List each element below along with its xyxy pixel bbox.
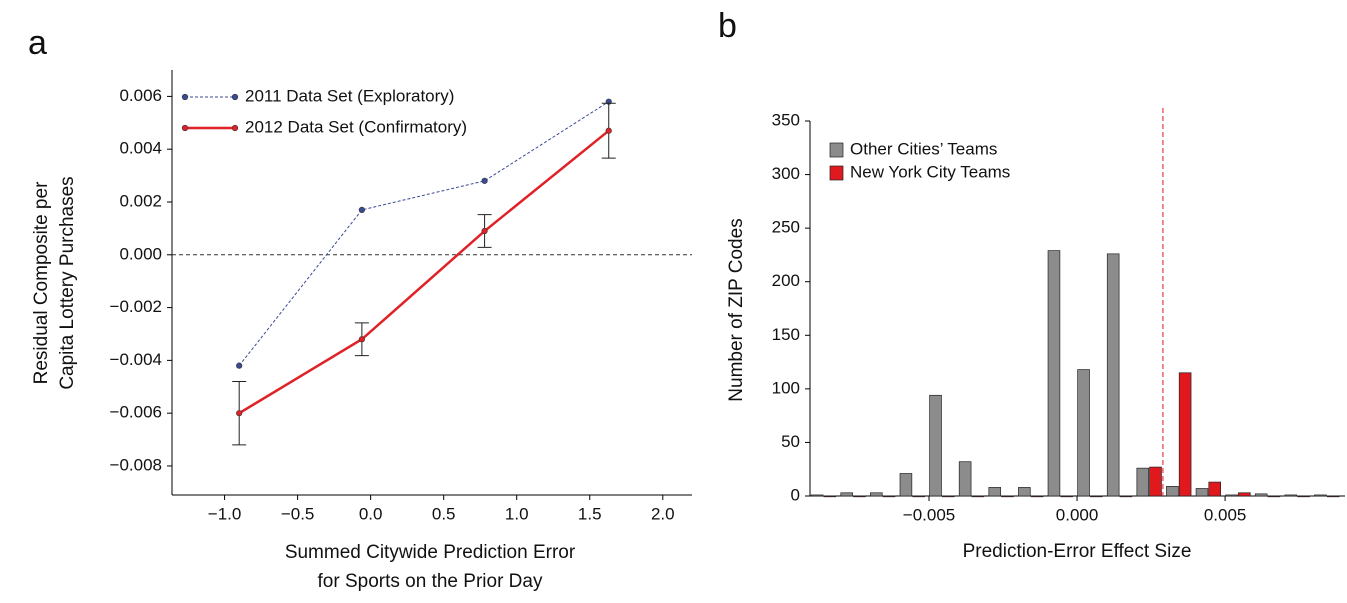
x-tick-label: 1.0: [505, 504, 529, 523]
bar: [1326, 495, 1340, 498]
bar: [882, 495, 896, 498]
y-axis-label: Capita Lottery Purchases: [57, 176, 78, 389]
y-tick-label: 200: [772, 271, 800, 290]
bar: [1060, 495, 1073, 498]
legend-marker: [181, 124, 189, 132]
y-tick-label: −0.004: [110, 350, 162, 369]
legend-swatch: [829, 142, 844, 158]
bar: [1284, 494, 1298, 497]
bar: [1208, 481, 1222, 497]
bar: [929, 394, 942, 497]
legend-label: New York City Teams: [850, 162, 1010, 181]
legend-swatch: [829, 165, 844, 181]
bar: [1077, 369, 1090, 497]
bar: [1297, 495, 1310, 498]
x-tick-label: 0.0: [359, 504, 383, 523]
y-tick-label: 0.004: [119, 139, 162, 158]
y-tick-label: 50: [781, 432, 800, 451]
y-tick-label: 350: [772, 110, 800, 129]
y-tick-label: 0.000: [119, 244, 162, 263]
bar: [971, 495, 985, 498]
y-tick-label: 0.002: [119, 191, 162, 210]
y-tick-label: 0: [791, 485, 800, 504]
bar: [823, 495, 837, 498]
point: [481, 177, 488, 184]
bar: [912, 495, 925, 498]
y-tick-label: 0.006: [119, 86, 162, 105]
bar: [1238, 492, 1251, 497]
legend-label: 2012 Data Set (Confirmatory): [245, 117, 467, 136]
x-tick-label: −1.0: [208, 504, 242, 523]
x-tick-label: 0.000: [1056, 505, 1099, 524]
legend-marker: [231, 93, 239, 101]
point: [236, 362, 243, 369]
x-tick-label: 0.5: [432, 504, 456, 523]
bar: [840, 492, 853, 497]
y-tick-label: 100: [772, 378, 800, 397]
bar: [1314, 494, 1327, 497]
bar: [810, 494, 824, 497]
bar: [870, 492, 883, 497]
bar: [988, 487, 1002, 497]
x-tick-label: 0.005: [1204, 505, 1247, 524]
y-tick-label: 250: [772, 218, 800, 237]
x-tick-label: 2.0: [651, 504, 675, 523]
y-axis-label: Residual Composite per: [31, 181, 52, 384]
y-tick-label: 150: [772, 325, 800, 344]
bar: [1001, 495, 1014, 498]
x-tick-label: −0.005: [903, 505, 955, 524]
bar: [853, 495, 866, 498]
x-axis-label: Prediction-Error Effect Size: [963, 541, 1192, 562]
bar: [1047, 250, 1061, 497]
bar: [1267, 495, 1281, 498]
bar: [1225, 494, 1238, 497]
bar: [1030, 495, 1044, 498]
x-axis-label: Summed Citywide Prediction Error: [285, 542, 576, 563]
point: [605, 127, 612, 134]
y-axis-label: Number of ZIP Codes: [726, 218, 747, 401]
panel-label: a: [28, 24, 47, 62]
bar: [1149, 466, 1162, 497]
bar: [1119, 495, 1133, 498]
bar: [941, 495, 955, 498]
point: [358, 206, 365, 214]
bar: [1254, 493, 1268, 497]
legend-marker: [231, 124, 239, 132]
bar: [1195, 488, 1209, 497]
bar: [1018, 487, 1031, 497]
point: [481, 227, 488, 235]
bar: [958, 461, 972, 497]
bar: [1090, 495, 1103, 498]
x-axis-label: for Sports on the Prior Day: [318, 571, 543, 592]
x-tick-label: 1.5: [578, 504, 602, 523]
y-tick-label: 300: [772, 164, 800, 183]
y-tick-label: −0.002: [110, 297, 162, 316]
legend-label: 2011 Data Set (Exploratory): [245, 86, 454, 105]
bar: [1136, 467, 1150, 497]
legend-label: Other Cities’ Teams: [850, 139, 997, 158]
bar: [899, 473, 913, 497]
point: [358, 336, 365, 343]
point: [236, 410, 243, 417]
bar: [1106, 253, 1120, 497]
series-line: [238, 101, 610, 366]
x-tick-label: −0.5: [281, 504, 315, 523]
legend-marker: [181, 93, 189, 101]
y-tick-label: −0.008: [110, 455, 162, 474]
bar: [1166, 486, 1179, 497]
y-tick-label: −0.006: [110, 403, 162, 422]
series-line: [238, 129, 610, 415]
panel-label: b: [718, 7, 737, 45]
bar: [1178, 372, 1192, 497]
